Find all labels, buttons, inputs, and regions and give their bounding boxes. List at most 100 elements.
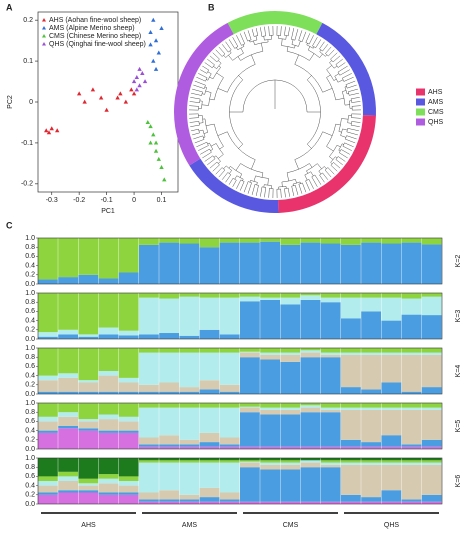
admixture-segment — [139, 334, 159, 339]
legend-label: AHS (Aohan fine-wool sheep) — [49, 17, 141, 24]
legend-swatch — [416, 88, 425, 96]
admixture-segment — [58, 490, 78, 493]
admixture-segment — [280, 446, 301, 449]
admixture-segment — [219, 297, 240, 335]
admixture-segment — [401, 298, 422, 315]
admixture-segment — [219, 501, 240, 504]
admixture-segment — [159, 444, 179, 447]
point — [118, 91, 123, 96]
point — [151, 17, 156, 22]
point — [123, 99, 129, 104]
admixture-segment — [78, 419, 99, 422]
admixture-segment — [341, 318, 361, 339]
legend-marker — [42, 26, 46, 30]
admixture-segment — [421, 446, 442, 449]
admixture-segment — [159, 348, 179, 353]
admixture-segment — [98, 348, 119, 371]
admixture-segment — [139, 352, 159, 385]
admixture-segment — [361, 458, 381, 461]
point — [159, 165, 164, 170]
admixture-segment — [401, 238, 422, 243]
admixture-segment — [320, 467, 341, 502]
admixture-segment — [219, 460, 240, 463]
admixture-segment — [260, 352, 280, 355]
admixture-segment — [401, 501, 422, 504]
admixture-segment — [159, 501, 179, 504]
admixture-segment — [98, 371, 119, 376]
admixture-segment — [38, 293, 58, 333]
admixture-segment — [240, 407, 260, 413]
point — [142, 79, 148, 84]
panel-frame — [37, 402, 443, 450]
y-tick-label: 0.8 — [25, 299, 35, 306]
legend-marker — [42, 42, 46, 46]
admixture-segment — [361, 460, 381, 463]
legend-marker — [42, 18, 46, 22]
admixture-segment — [320, 462, 341, 465]
admixture-segment — [98, 238, 119, 279]
admixture-segment — [361, 442, 381, 447]
legend-swatch — [416, 118, 425, 126]
admixture-segment — [38, 348, 58, 376]
admixture-segment — [159, 238, 179, 243]
x-tick-label: -0.2 — [73, 197, 85, 204]
admixture-segment — [260, 446, 280, 449]
admixture-segment — [300, 458, 321, 461]
admixture-segment — [199, 407, 220, 433]
admixture-segment — [78, 274, 99, 284]
admixture-segment — [361, 389, 381, 394]
admixture-segment — [58, 458, 78, 472]
admixture-segment — [118, 335, 139, 339]
point — [134, 75, 140, 80]
admixture-segment — [98, 278, 119, 284]
admixture-segment — [219, 499, 240, 502]
admixture-segment — [341, 293, 361, 298]
admixture-segment — [78, 492, 99, 504]
admixture-segment — [421, 439, 442, 447]
admixture-segment — [78, 336, 99, 339]
legend-label: CMS — [428, 109, 444, 116]
admixture-segment — [219, 293, 240, 298]
admixture-segment — [341, 244, 361, 284]
admixture-segment — [240, 293, 260, 297]
admixture-segment — [341, 501, 361, 504]
point — [129, 87, 134, 92]
admixture-segment — [98, 483, 119, 493]
admixture-segment — [260, 297, 280, 300]
y-tick-label: 0.6 — [25, 473, 35, 480]
admixture-segment — [320, 412, 341, 447]
admixture-segment — [240, 461, 260, 463]
admixture-segment — [118, 432, 139, 449]
admixture-segment — [401, 242, 422, 284]
admixture-segment — [118, 485, 139, 493]
admixture-segment — [341, 297, 361, 319]
admixture-segment — [280, 238, 301, 245]
admixture-segment — [260, 238, 280, 242]
admixture-segment — [401, 458, 422, 461]
ring-segment — [278, 115, 376, 213]
admixture-segment — [320, 354, 341, 358]
admixture-segment — [118, 272, 139, 284]
admixture-segment — [199, 247, 220, 284]
admixture-segment — [300, 407, 321, 413]
admixture-segment — [421, 354, 442, 388]
y-tick-label: 0.2 — [25, 492, 35, 499]
admixture-segment — [260, 407, 280, 410]
admixture-segment — [78, 421, 99, 429]
legend-swatch — [416, 108, 425, 116]
admixture-segment — [159, 242, 179, 284]
admixture-segment — [58, 373, 78, 378]
admixture-segment — [361, 352, 381, 355]
admixture-segment — [381, 348, 402, 353]
point — [148, 42, 153, 47]
admixture-segment — [320, 297, 341, 303]
admixture-segment — [179, 462, 200, 495]
admixture-segment — [139, 384, 159, 392]
admixture-segment — [320, 409, 341, 413]
admixture-segment — [78, 490, 99, 493]
admixture-segment — [300, 293, 321, 296]
k-label: K=5 — [455, 420, 462, 433]
admixture-segment — [38, 332, 58, 337]
admixture-segment — [320, 458, 341, 461]
k-label: K=3 — [455, 310, 462, 323]
